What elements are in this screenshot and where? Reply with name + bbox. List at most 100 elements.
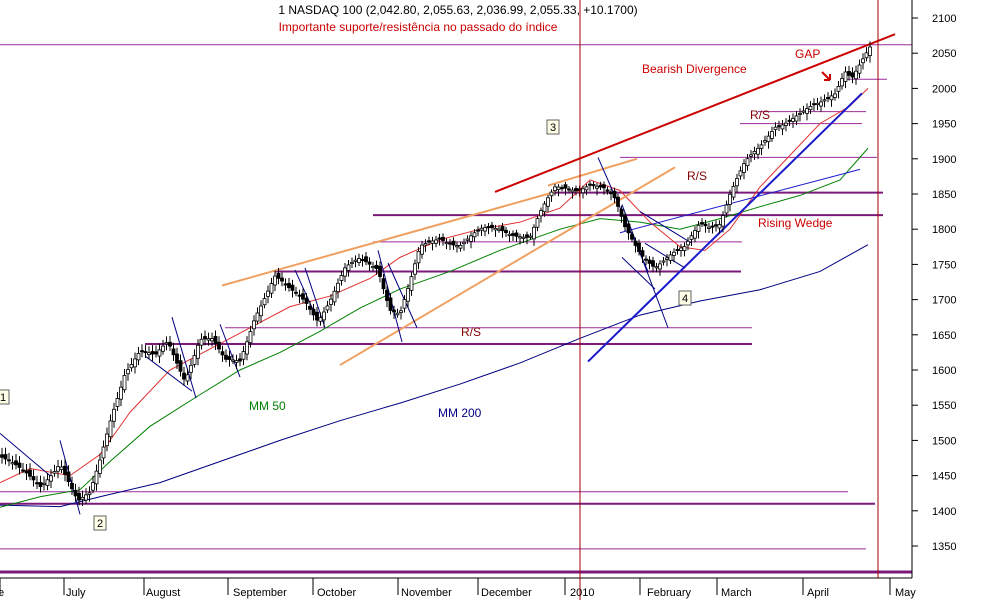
candle-body (115, 398, 120, 407)
wave-label-box (93, 515, 107, 531)
x-tick-label: February (647, 587, 692, 599)
candle-body (784, 122, 788, 126)
candle-body (742, 163, 746, 173)
chart-annotation: Rising Wedge (758, 216, 833, 230)
candle-body (731, 185, 736, 198)
candle-body (644, 258, 648, 261)
candle-body (441, 236, 445, 241)
candle-body (857, 64, 862, 74)
chart-annotation: Bearish Divergence (642, 62, 747, 76)
candle-body (815, 102, 820, 106)
candle-body (73, 490, 78, 497)
candle-body (717, 224, 722, 229)
candle-body (227, 356, 232, 360)
candle-body (168, 341, 172, 347)
candle-body (465, 238, 470, 241)
candle-body (507, 233, 512, 236)
upper-channel-line (221, 190, 556, 287)
x-tick-label: e (0, 587, 4, 599)
lower-channel-line (339, 166, 676, 366)
candle-body (570, 189, 575, 193)
candle-body (175, 353, 179, 364)
candle-body (45, 479, 50, 486)
x-tick-label: November (401, 587, 452, 599)
x-tick-label: October (317, 587, 356, 599)
candle-body (609, 191, 613, 195)
candle-body (563, 184, 568, 189)
candle-body (315, 311, 319, 321)
candle-body (248, 331, 253, 344)
candle-body (210, 338, 214, 342)
chart-subtitle: Importante suporte/resistência no passad… (279, 20, 558, 34)
candle-body (623, 215, 627, 228)
wave-label: 4 (682, 293, 688, 305)
wave-label: 3 (550, 122, 556, 134)
y-tick-label: 1750 (932, 259, 956, 271)
candle-body (56, 466, 60, 472)
candle-body (192, 355, 197, 365)
candle-body (567, 188, 571, 191)
candle-body (241, 351, 246, 360)
candle-body (630, 234, 634, 240)
candle-body (791, 118, 795, 122)
candle-body (633, 240, 638, 246)
candle-body (17, 462, 22, 468)
candle-body (518, 236, 522, 239)
chart-title: 1 NASDAQ 100 (2,042.80, 2,055.63, 2,036.… (278, 3, 637, 17)
candle-body (91, 482, 95, 491)
candle-body (259, 305, 263, 317)
candle-body (217, 341, 221, 350)
chart-annotation: MM 200 (438, 406, 482, 420)
candle-body (416, 251, 421, 264)
candle-body (336, 282, 340, 293)
x-tick-label: December (481, 587, 532, 599)
candle-body (178, 360, 183, 372)
candle-body (273, 275, 277, 286)
y-tick-label: 1550 (932, 400, 956, 412)
candle-body (59, 466, 64, 470)
candle-body (262, 298, 267, 306)
candle-body (63, 465, 67, 475)
candle-body (829, 95, 834, 101)
candle-body (129, 363, 134, 369)
candle-body (70, 482, 74, 490)
candle-body (280, 277, 284, 282)
candle-body (504, 229, 508, 234)
candle-body (119, 386, 123, 400)
candle-body (721, 215, 725, 227)
candle-body (329, 298, 333, 305)
candle-body (143, 351, 148, 354)
candle-body (164, 342, 169, 345)
candle-body (808, 105, 813, 111)
candle-body (136, 353, 141, 361)
candle-body (350, 261, 354, 264)
candle-body (462, 241, 466, 245)
candle-body (434, 239, 438, 244)
candle-body (696, 224, 701, 232)
candle-body (756, 147, 760, 155)
candle-body (553, 186, 557, 192)
candle-body (749, 154, 753, 157)
candle-body (367, 261, 372, 265)
candle-body (854, 70, 858, 80)
candle-body (122, 375, 127, 391)
candle-body (287, 283, 291, 289)
candle-body (346, 264, 351, 271)
candle-body (308, 305, 312, 310)
candle-body (378, 265, 382, 277)
candle-body (661, 260, 666, 263)
candle-body (10, 462, 15, 465)
wave-label-box (546, 119, 560, 135)
candle-body (763, 140, 767, 143)
wave-trendline (387, 262, 418, 328)
y-tick-label: 1400 (932, 506, 956, 518)
candle-body (472, 232, 477, 238)
wave-label: 2 (97, 518, 103, 530)
candle-body (703, 223, 708, 227)
wave-trendline (0, 432, 51, 476)
candle-body (843, 71, 848, 82)
candle-body (182, 372, 186, 380)
resistance-trendline-orange (547, 157, 638, 187)
candle-body (94, 470, 99, 485)
